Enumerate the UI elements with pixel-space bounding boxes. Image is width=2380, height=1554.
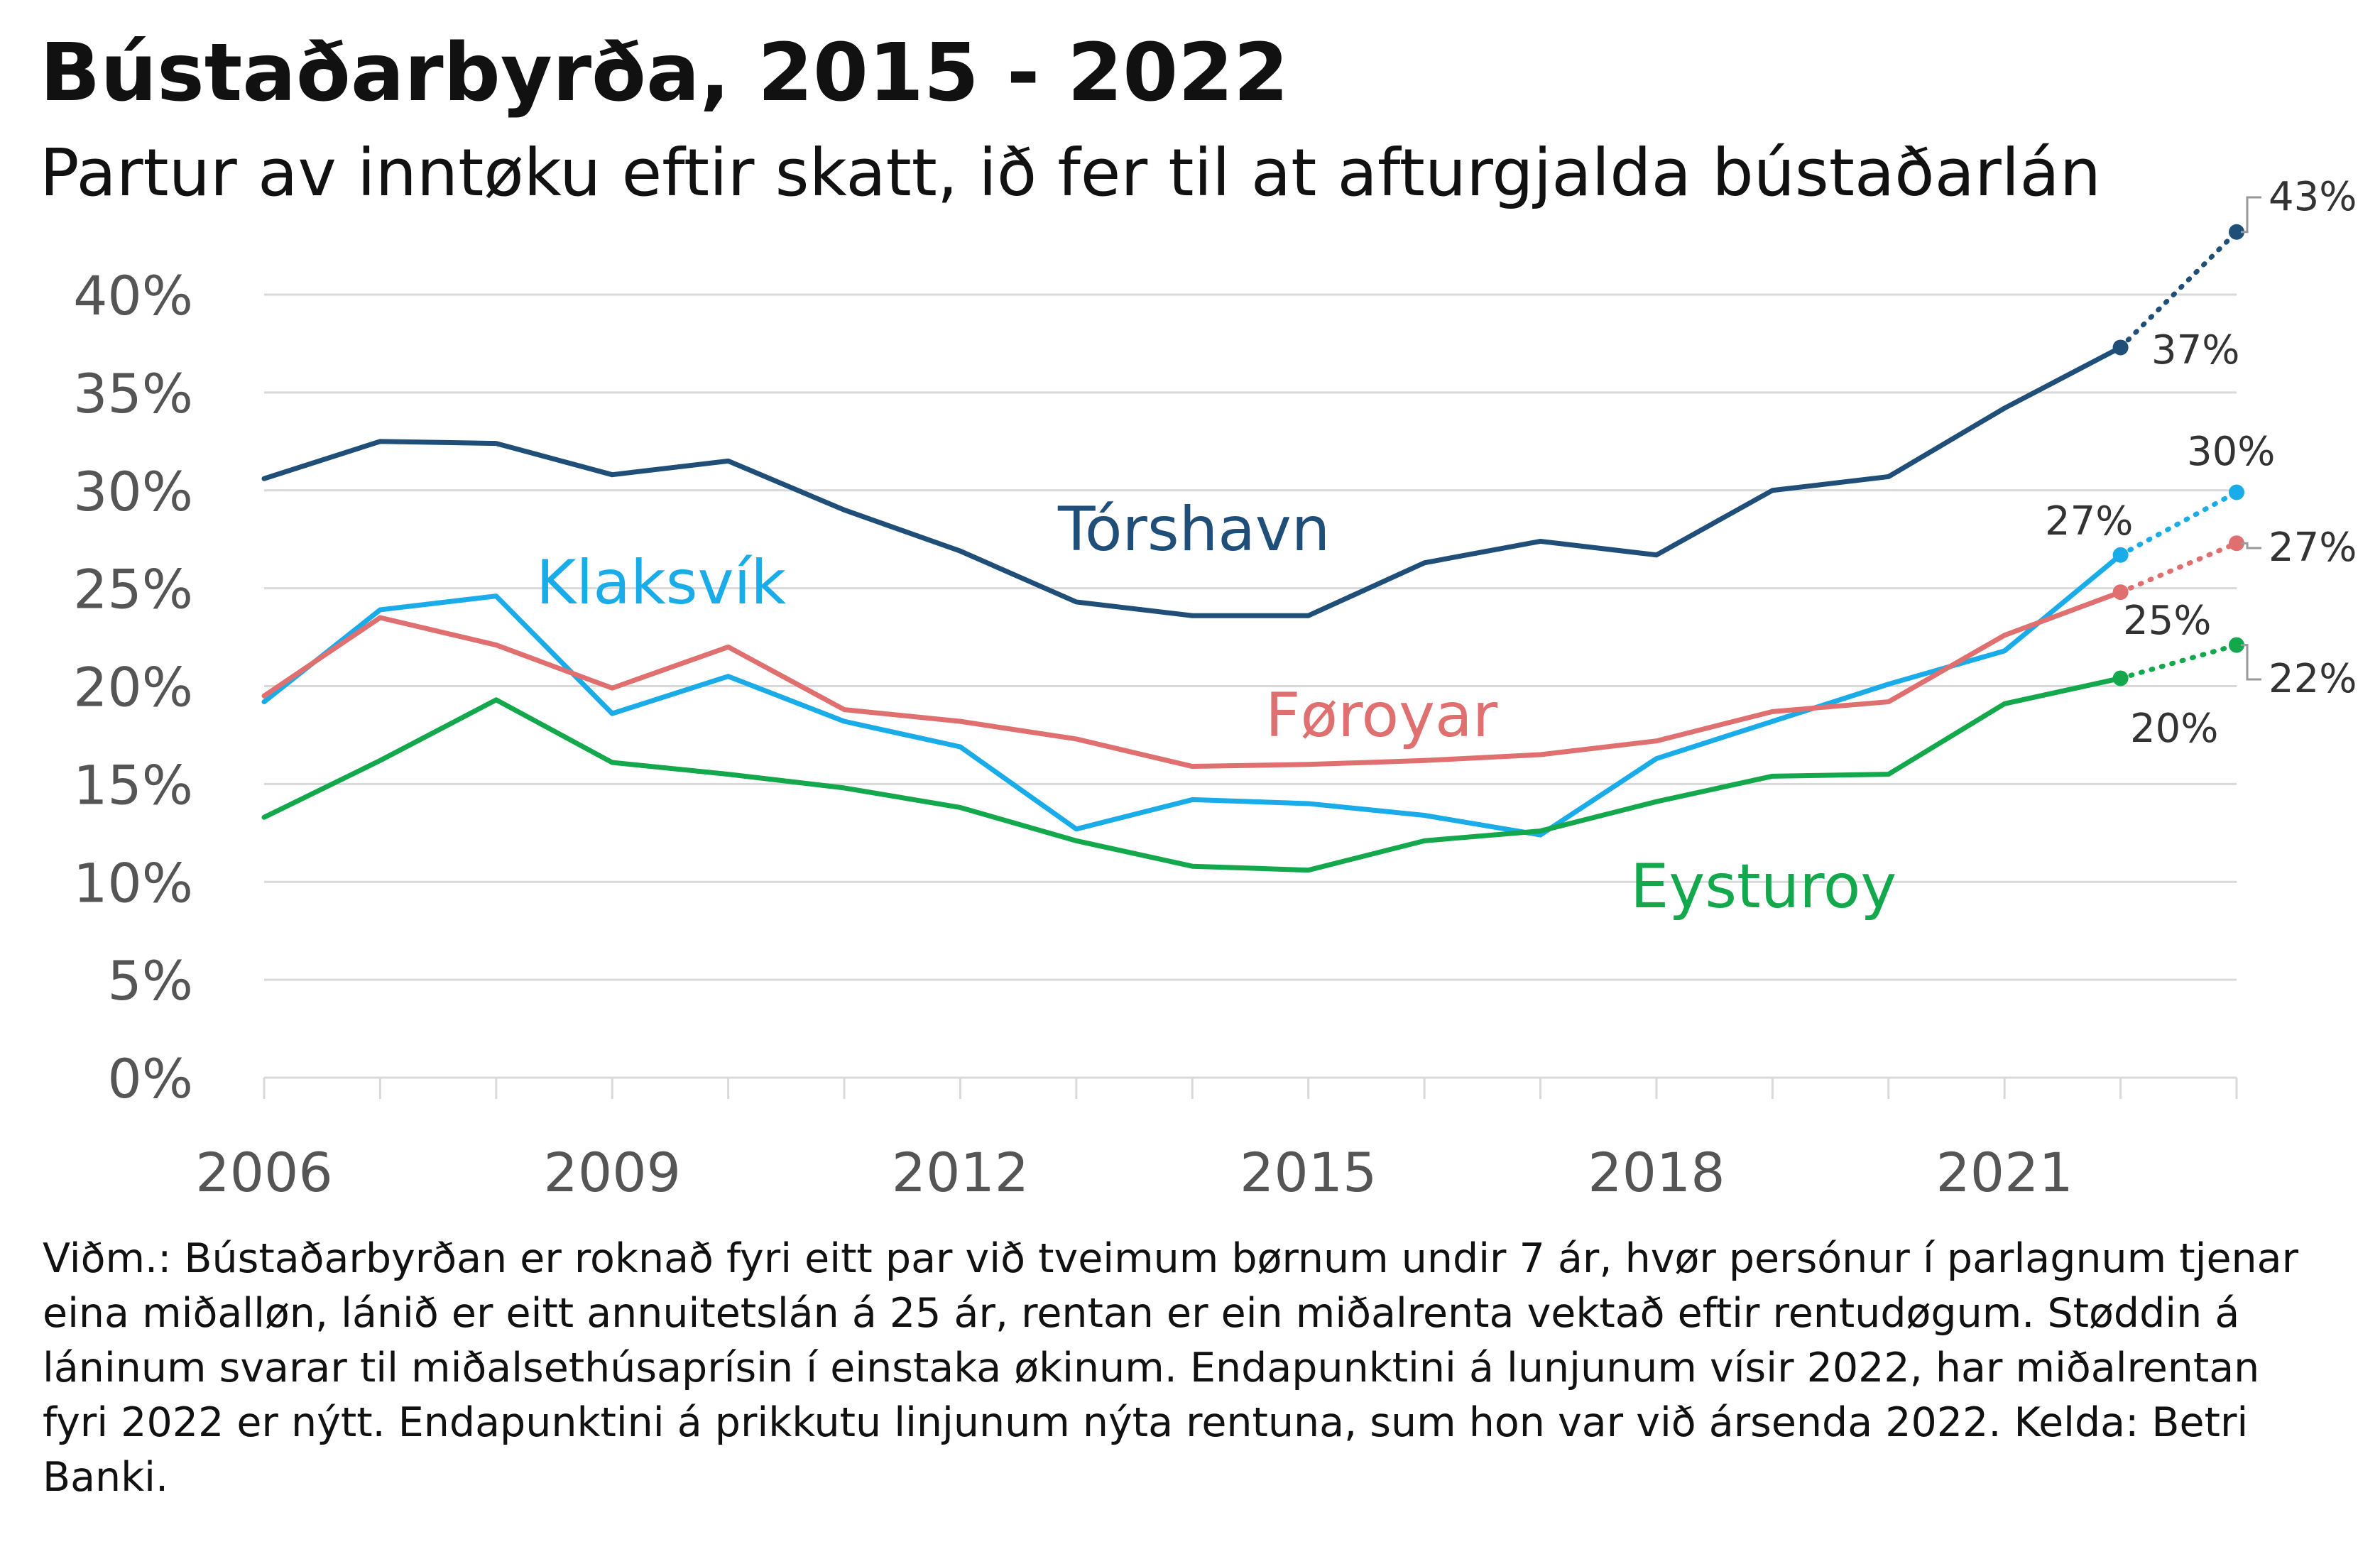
y-tick-label: 5% (107, 949, 193, 1012)
chart-footnote: Viðm.: Bústaðarbyrðan er roknað fyri eit… (43, 1235, 2299, 1501)
series-line (261, 675, 2124, 873)
projection-line (2118, 490, 2239, 558)
end-value-label: 25% (2123, 598, 2211, 644)
series-line (261, 589, 2124, 770)
y-tick-label: 30% (73, 460, 193, 523)
projection-point (2229, 484, 2244, 500)
end-point (2112, 547, 2129, 563)
x-tick-label: 2015 (1240, 1141, 1377, 1204)
projection-point (2229, 224, 2244, 240)
chart-title: Bústaðarbyrða, 2015 - 2022 (40, 27, 1289, 119)
projection-value-label: 30% (2187, 429, 2275, 475)
series-label: Klaksvík (536, 547, 786, 618)
y-tick-label: 15% (73, 753, 193, 816)
y-tick-label: 0% (107, 1047, 193, 1110)
x-tick-label: 2012 (892, 1141, 1029, 1204)
series-label: Eysturoy (1630, 851, 1896, 922)
x-tick-label: 2018 (1588, 1141, 1725, 1204)
end-value-label: 37% (2151, 327, 2239, 373)
series-line (261, 344, 2124, 618)
projection-value-label: 43% (2269, 174, 2357, 220)
end-point (2112, 670, 2129, 686)
end-point (2112, 584, 2129, 601)
projection-point (2229, 637, 2244, 653)
series-label: Tórshavn (1057, 494, 1330, 565)
end-point (2112, 339, 2129, 356)
leader-line (2241, 542, 2261, 549)
y-tick-label: 35% (73, 362, 193, 425)
chart-labels: Tórshavn 37% 43% Klaksvík 27% 30% Føroyar 25% 27… (536, 174, 2357, 922)
line-chart: 0% 5% 10% 15% 20% 25% 30% 35% 40% 2006 2009 2012 201… (73, 174, 2357, 1204)
x-tick-label: 2009 (544, 1141, 681, 1204)
leader-line (2241, 196, 2261, 234)
y-tick-label: 25% (73, 558, 193, 621)
x-tick-label: 2021 (1936, 1141, 2073, 1204)
projection-line (2118, 540, 2239, 595)
end-value-label: 27% (2045, 498, 2133, 545)
projection-value-label: 22% (2269, 656, 2357, 702)
y-tick-label: 40% (73, 264, 193, 327)
projection-point (2229, 535, 2244, 552)
series-lines (261, 224, 2244, 873)
y-tick-label: 20% (73, 656, 193, 719)
series-label: Føroyar (1265, 680, 1498, 751)
leader-line (2241, 644, 2261, 681)
projection-value-label: 27% (2269, 525, 2357, 571)
axes: 0% 5% 10% 15% 20% 25% 30% 35% 40% 2006 2009 2012 201… (73, 264, 2238, 1204)
projection-line (2118, 642, 2239, 681)
end-value-label: 20% (2130, 706, 2218, 752)
y-tick-label: 10% (73, 851, 193, 914)
projection-line (2118, 229, 2239, 350)
x-tick-label: 2006 (195, 1141, 332, 1204)
grid-lines (264, 293, 2237, 1079)
chart-subtitle: Partur av inntøku eftir skatt, ið fer ti… (40, 135, 2102, 211)
